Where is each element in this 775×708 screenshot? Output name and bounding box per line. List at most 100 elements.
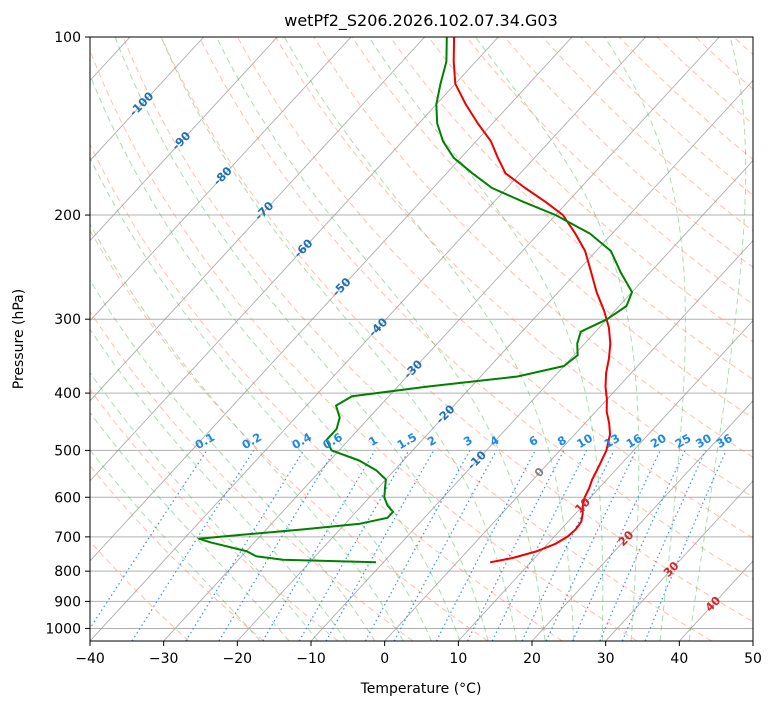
dry-adiabat-line bbox=[542, 37, 753, 232]
x-tick-label: 10 bbox=[449, 651, 467, 667]
dry-adiabat-line bbox=[351, 37, 753, 419]
moist-adiabat-line bbox=[90, 73, 461, 641]
mixing-ratio-label: 1 bbox=[366, 433, 380, 449]
y-tick-label: 200 bbox=[54, 208, 81, 224]
mixing-ratio-label: 13 bbox=[601, 431, 622, 451]
mixing-ratio-label: 3 bbox=[461, 433, 475, 449]
mixing-ratio-line bbox=[131, 450, 255, 641]
moist-adiabat-line bbox=[475, 37, 640, 641]
moist-adiabat-line bbox=[114, 37, 489, 641]
mixing-ratio-label: 0.4 bbox=[289, 430, 314, 452]
y-tick-label: 700 bbox=[54, 530, 81, 546]
isotherm-line bbox=[679, 560, 753, 641]
mixing-ratio-line bbox=[572, 450, 661, 641]
y-axis-label: Pressure (hPa) bbox=[11, 289, 27, 389]
y-tick-label: 300 bbox=[54, 312, 81, 328]
mixing-ratio-label: 8 bbox=[555, 433, 569, 449]
x-tick-label: 0 bbox=[380, 651, 389, 667]
mixing-ratio-label: 10 bbox=[574, 431, 595, 451]
isotherm-line bbox=[0, 37, 56, 641]
dry-adiabat-line bbox=[237, 37, 753, 539]
dry-adiabat-line bbox=[90, 48, 638, 641]
y-tick-label: 900 bbox=[54, 594, 81, 610]
mixing-ratio-label: 0.6 bbox=[320, 430, 345, 452]
mixing-ratio-line bbox=[364, 450, 471, 641]
moist-adiabat-line bbox=[90, 156, 432, 641]
mixing-ratio-label: 6 bbox=[526, 433, 540, 449]
x-tick-label: 50 bbox=[744, 651, 762, 667]
temperature-line bbox=[452, 37, 612, 564]
x-tick-label: 30 bbox=[597, 651, 615, 667]
moist-adiabat-line bbox=[283, 37, 575, 641]
x-tick-label: 40 bbox=[670, 651, 688, 667]
dry-adiabat-line bbox=[90, 388, 339, 641]
dewpoint-line bbox=[197, 37, 633, 564]
mixing-ratio-label: 2 bbox=[425, 433, 439, 449]
x-tick-label: −20 bbox=[223, 651, 253, 667]
mixing-ratio-line bbox=[298, 450, 410, 641]
isotherm-line bbox=[90, 37, 573, 562]
isotherm-line bbox=[90, 37, 647, 641]
moist-adiabat-line bbox=[90, 279, 376, 641]
isotherm-line bbox=[752, 640, 753, 641]
isotherm-line bbox=[90, 37, 205, 162]
moist-adiabat-line bbox=[368, 37, 604, 641]
mixing-ratio-line bbox=[521, 450, 615, 641]
mixing-ratio-line bbox=[393, 450, 498, 641]
isotherm-line bbox=[90, 37, 426, 402]
background-lines bbox=[0, 37, 753, 641]
x-axis-label: Temperature (°C) bbox=[360, 681, 482, 697]
dry-adiabat-line bbox=[427, 37, 753, 343]
mixing-ratio-label: 20 bbox=[648, 431, 669, 451]
mixing-ratio-line bbox=[545, 450, 637, 641]
x-tick-label: −30 bbox=[149, 651, 179, 667]
mixing-ratio-label: 36 bbox=[714, 431, 735, 451]
x-tick-label: −40 bbox=[75, 651, 105, 667]
y-tick-label: 100 bbox=[54, 30, 81, 46]
isotherm-line bbox=[384, 239, 753, 641]
moist-adiabat-line bbox=[90, 223, 404, 641]
y-tick-label: 500 bbox=[54, 443, 81, 459]
dry-adiabat-line bbox=[90, 465, 264, 641]
dry-adiabat-line bbox=[313, 37, 753, 458]
moist-adiabat-line bbox=[90, 411, 290, 641]
data-series bbox=[197, 37, 633, 564]
x-tick-label: 20 bbox=[523, 651, 541, 667]
y-tick-label: 600 bbox=[54, 490, 81, 506]
moist-adiabat-line bbox=[604, 37, 686, 641]
moist-adiabat-line bbox=[90, 449, 261, 641]
mixing-ratio-label: 16 bbox=[624, 431, 645, 451]
dry-adiabat-line bbox=[90, 540, 190, 641]
mixing-ratio-label: 25 bbox=[673, 431, 694, 451]
dry-adiabat-line bbox=[122, 37, 712, 641]
mixing-ratio-line bbox=[262, 450, 376, 641]
moist-adiabat-line bbox=[688, 37, 747, 641]
isotherm-line bbox=[90, 37, 352, 322]
isotherm-line bbox=[458, 320, 753, 641]
isotherm-line bbox=[163, 37, 720, 641]
mixing-ratio-label: 0.2 bbox=[239, 430, 264, 452]
chart-title: wetPf2_S206.2026.102.07.34.G03 bbox=[284, 11, 558, 31]
isotherm-line bbox=[237, 79, 753, 641]
mixing-ratio-line bbox=[491, 450, 588, 641]
y-tick-label: 1000 bbox=[45, 621, 81, 637]
dry-adiabat-line bbox=[695, 37, 753, 90]
dry-adiabat-line bbox=[656, 37, 753, 125]
mixing-ratio-label: 30 bbox=[693, 431, 714, 451]
mixing-ratio-line bbox=[90, 450, 208, 630]
dry-adiabat-line bbox=[90, 229, 488, 641]
y-axis: 100 200 300 400 500 600 700 800 900 1000 bbox=[45, 30, 90, 637]
y-tick-label: 800 bbox=[54, 564, 81, 580]
isotherm-line bbox=[605, 480, 753, 641]
mixing-ratio-line bbox=[185, 450, 305, 641]
plot-frame bbox=[89, 36, 754, 642]
dry-adiabat-line bbox=[275, 37, 753, 498]
y-tick-label: 400 bbox=[54, 386, 81, 402]
mixing-ratio-line bbox=[599, 450, 686, 641]
moist-adiabat-line bbox=[215, 37, 546, 641]
isotherm-line bbox=[531, 400, 753, 641]
mixing-ratio-label: 0.1 bbox=[193, 430, 218, 452]
moist-adiabat-line bbox=[160, 37, 517, 641]
dry-adiabat-line bbox=[90, 143, 563, 641]
